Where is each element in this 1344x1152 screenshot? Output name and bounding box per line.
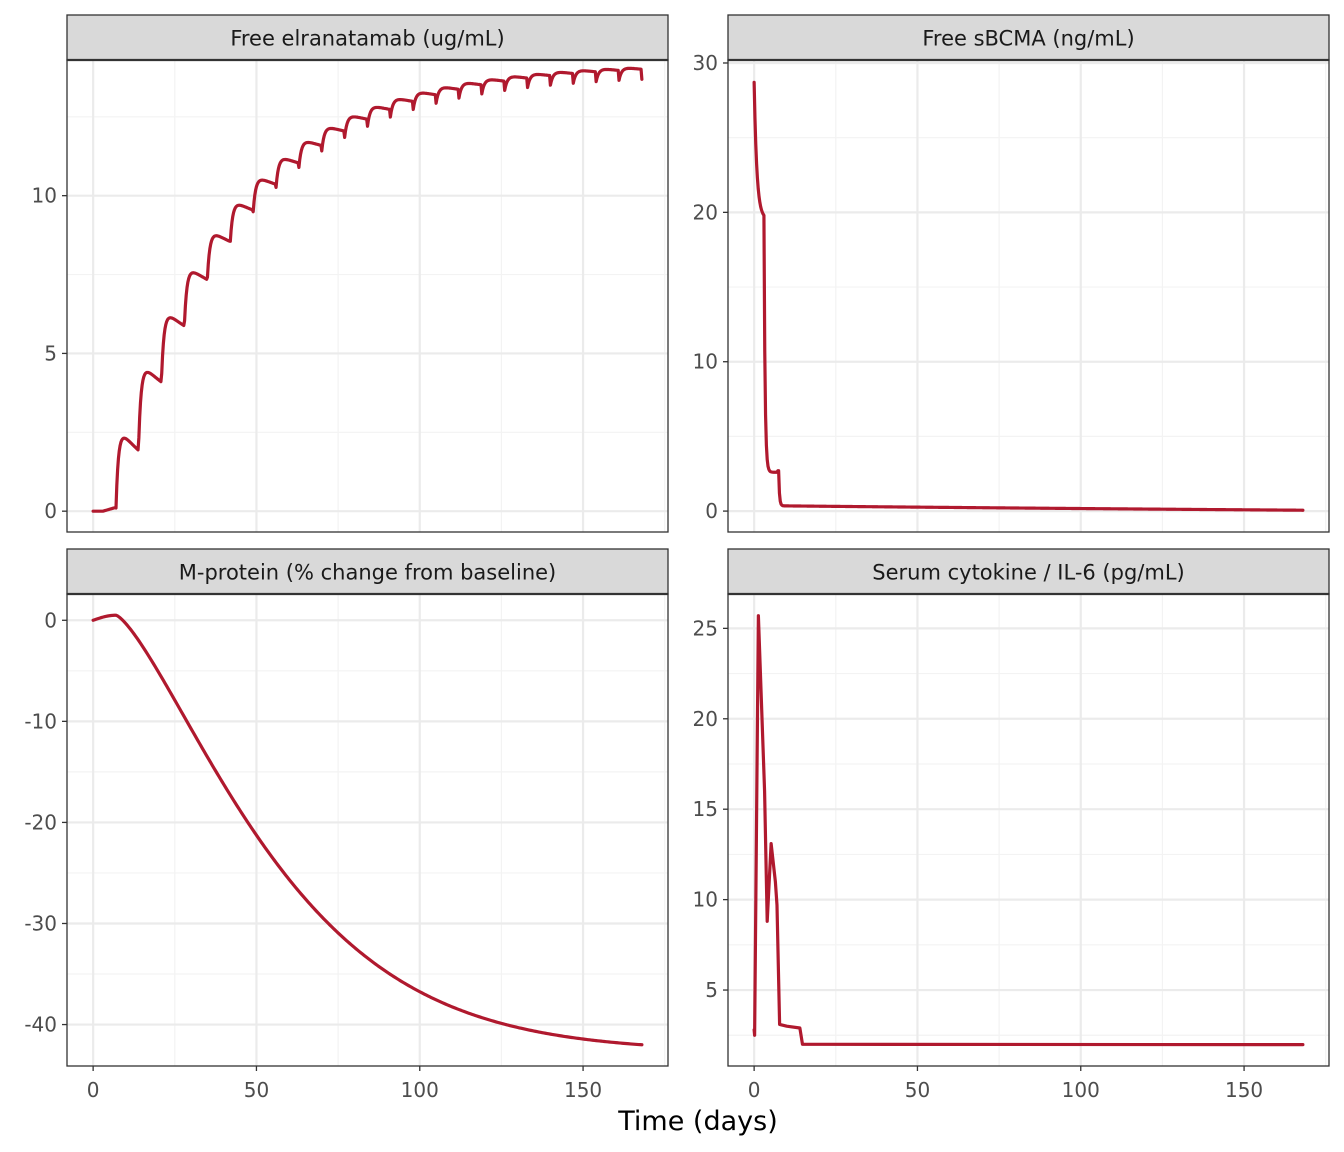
y-tick-label: 10: [693, 888, 718, 912]
y-tick-label: 10: [32, 184, 57, 208]
y-tick-label: 5: [705, 978, 718, 1002]
y-tick-label: -30: [24, 911, 57, 935]
x-tick-label: 150: [564, 1078, 602, 1102]
y-tick-label: 15: [693, 797, 718, 821]
y-tick-label: 25: [693, 616, 718, 640]
y-tick-label: 0: [705, 499, 718, 523]
x-tick-label: 100: [401, 1078, 439, 1102]
series-line: [91, 613, 644, 1047]
y-tick-label: 20: [693, 707, 718, 731]
series-line: [752, 80, 1305, 512]
x-tick-label: 0: [87, 1078, 100, 1102]
facet-title: Free sBCMA (ng/mL): [922, 27, 1134, 51]
x-axis-title: Time (days): [617, 1106, 777, 1137]
x-tick-label: 150: [1225, 1078, 1263, 1102]
y-tick-label: 30: [693, 51, 718, 75]
y-tick-label: 10: [693, 350, 718, 374]
y-tick-label: 5: [44, 341, 57, 365]
series-line: [752, 614, 1305, 1047]
y-tick-label: -40: [24, 1013, 57, 1037]
facet-title: Serum cytokine / IL-6 (pg/mL): [872, 561, 1184, 585]
plot-background: [67, 594, 668, 1066]
y-tick-label: 20: [693, 200, 718, 224]
y-tick-label: -10: [24, 709, 57, 733]
series-line: [91, 66, 644, 513]
facet-strip: [66, 14, 669, 61]
facet-title: M-protein (% change from baseline): [179, 561, 557, 585]
x-tick-label: 50: [905, 1078, 930, 1102]
facet-title: Free elranatamab (ug/mL): [230, 27, 504, 51]
y-tick-label: 0: [44, 608, 57, 632]
y-tick-label: -20: [24, 810, 57, 834]
x-tick-label: 100: [1062, 1078, 1100, 1102]
plot-background: [728, 60, 1329, 532]
panel-3: M-protein (% change from baseline) -40 -30…: [24, 548, 669, 1102]
y-tick-label: 0: [44, 499, 57, 523]
x-tick-label: 0: [748, 1078, 761, 1102]
plot-background: [728, 594, 1329, 1066]
plot-background: [67, 60, 668, 532]
x-tick-label: 50: [244, 1078, 269, 1102]
panel-2: Free sBCMA (ng/mL) 0 10 20 30: [693, 14, 1330, 533]
panel-4: Serum cytokine / IL-6 (pg/mL) 5 10 15 20 25 0 5…: [693, 548, 1330, 1102]
facet-strip: [727, 14, 1330, 61]
facet-strip: [66, 548, 669, 595]
panel-1: Free elranatamab (ug/mL) 0 5 10: [32, 14, 669, 533]
